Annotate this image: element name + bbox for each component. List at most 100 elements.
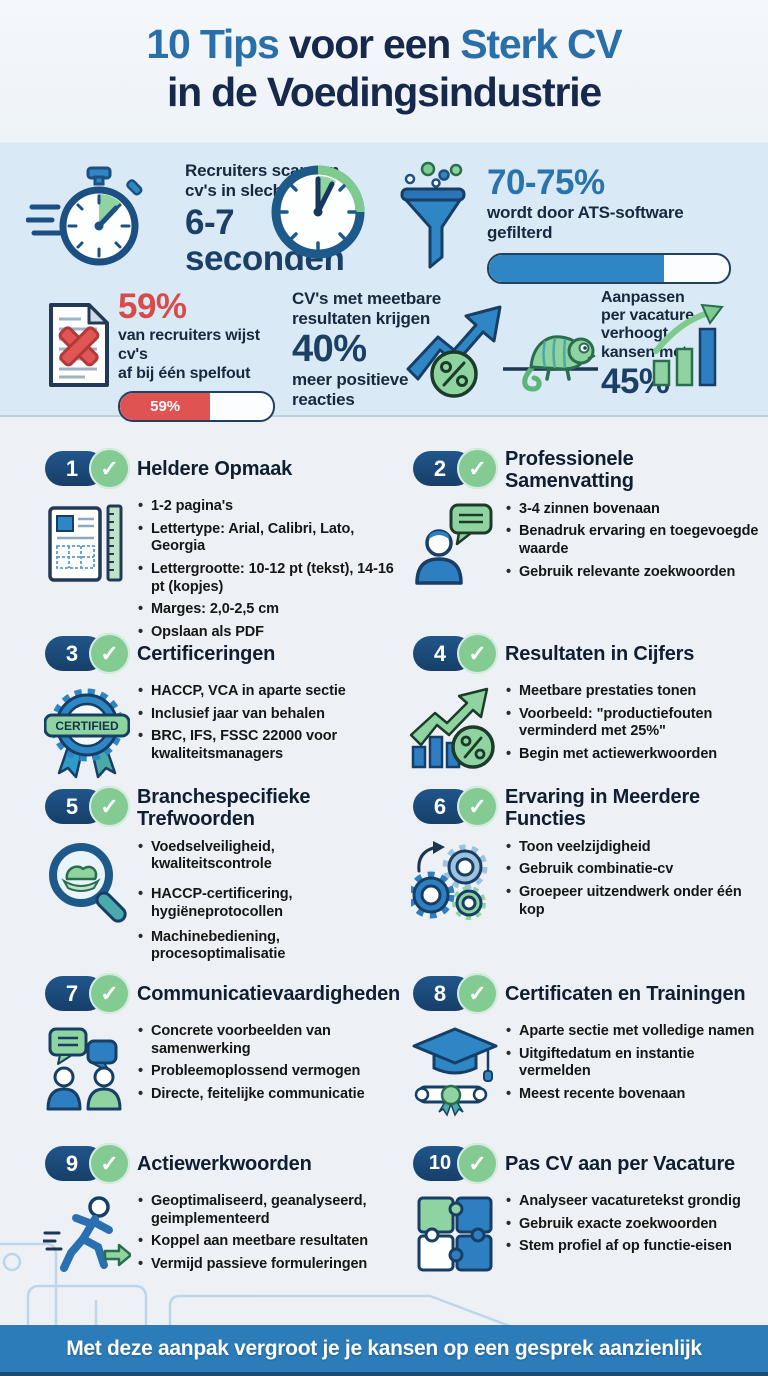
tip-7-title: Communicatievaardigheden [137,982,401,1005]
stat-ats: 70-75% wordt door ATS-software gefilterd [487,163,737,285]
clock-icon [271,165,365,259]
tip-3-title: Certificeringen [137,642,276,665]
tip-8-bullets: Aparte sectie met volledige namen Uitgif… [505,1023,767,1117]
stat-measurable-value: 40% [292,327,367,370]
bullet: 1-2 pagina's [137,498,399,516]
bullet: Gebruik exacte zoekwoorden [505,1216,767,1234]
tip-5-title: Branchespecifieke Trefwoorden [137,786,311,831]
stat-spelling-label: van recruiters wijst cv's af bij één spe… [118,327,260,382]
stat-spelling: 59% van recruiters wijst cv's af bij één… [118,287,288,422]
title-accent-1: 10 Tips [146,21,289,67]
title-plain: voor een [288,21,461,67]
bullet: Opslaan als PDF [137,624,399,642]
certified-badge-icon: CERTIFIED [44,688,130,779]
bullet: Directe, feitelijke communicatie [137,1086,400,1104]
bullet: Lettertype: Arial, Calibri, Lato, Georgi… [137,521,399,556]
people-chat-icon [46,1027,122,1111]
check-icon: ✓ [457,973,498,1014]
stat-ats-label: wordt door ATS-software gefilterd [487,203,684,243]
ats-progress-bar [487,253,731,285]
tip-7: 7 ✓ Communicatievaardigheden Concrete vo… [45,973,401,1111]
bullet: Koppel aan meetbare resultaten [137,1233,399,1251]
magnifier-food-icon [49,842,127,923]
trend-arrow-percent-icon [406,305,502,398]
certified-label: CERTIFIED [55,719,119,733]
tip-2-title: Professionele Samenvatting [505,448,634,493]
stat-ats-value: 70-75% [487,163,605,202]
check-icon: ✓ [457,786,498,827]
stats-band: Recruiters scannen cv's in slechts 6-7 s… [0,142,768,422]
tip-1-title: Heldere Opmaak [137,457,293,480]
tip-10-bullets: Analyseer vacaturetekst grondig Gebruik … [505,1193,767,1275]
check-icon: ✓ [89,633,130,674]
tip-5: 5 ✓ Branchespecifieke Trefwoorden Voedse… [45,786,399,969]
chameleon-icon [503,335,598,392]
person-chat-icon [415,503,493,585]
tip-7-badge: 7 ✓ [45,973,130,1015]
chart-percent-icon [409,687,495,769]
title-accent-2: Sterk CV [460,21,623,67]
page-title: 10 Tips voor een Sterk CV in de Voedings… [0,20,768,117]
tip-1: 1 ✓ Heldere Opmaak 1-2 pagina's Letterty… [45,448,399,647]
tip-2-badge: 2 ✓ [413,448,498,490]
bullet: Toon veelzijdigheid [505,839,767,857]
tip-8-badge: 8 ✓ [413,973,498,1015]
bullet: Meetbare prestaties tonen [505,683,767,701]
bullet: Marges: 2,0-2,5 cm [137,601,399,619]
tip-9: 9 ✓ Actiewerkwoorden Geoptimaliseerd, ge… [43,1143,399,1281]
title-line-2: in de Voedingsindustrie [166,69,602,116]
tip-3-bullets: HACCP, VCA in aparte sectie Inclusief ja… [137,683,399,781]
bullet: Inclusief jaar van behalen [137,706,399,724]
tip-5-badge: 5 ✓ [45,786,130,828]
bullet: Benadruk ervaring en toegevoegde waarde [505,523,767,558]
stat-scan: Recruiters scannen cv's in slechts 6-7 s… [185,161,355,278]
tip-6-badge: 6 ✓ [413,786,498,828]
tip-4: 4 ✓ Resultaten in Cijfers Meetbare prest… [409,633,767,771]
stat-measurable: CV's met meetbare resultaten krijgen 40%… [292,289,477,410]
tip-2-bullets: 3-4 zinnen bovenaan Benadruk ervaring en… [505,501,767,587]
tip-10: 10 ✓ Pas CV aan per Vacature Analyseer v… [413,1143,767,1275]
bullet: Vermijd passieve formuleringen [137,1256,399,1274]
check-icon: ✓ [457,633,498,674]
check-icon: ✓ [89,448,130,489]
bullet: Stem profiel af op functie-eisen [505,1238,767,1256]
check-icon: ✓ [89,1143,130,1184]
stat-measurable-label-top: CV's met meetbare resultaten krijgen [292,289,441,328]
runner-icon [43,1196,131,1272]
bullet: Gebruik combinatie-cv [505,861,767,879]
check-icon: ✓ [457,448,498,489]
check-icon: ✓ [89,786,130,827]
bullet: Voorbeeld: "productiefouten verminderd m… [505,706,767,741]
tip-5-bullets: Voedselveiligheid, kwaliteitscontrole HA… [137,839,399,969]
footer-text: Met deze aanpak vergroot je je kansen op… [66,1336,702,1360]
title-line-1: 10 Tips voor een Sterk CV [0,20,768,68]
tip-4-badge: 4 ✓ [413,633,498,675]
footer-banner: Met deze aanpak vergroot je je kansen op… [0,1325,768,1372]
tip-9-bullets: Geoptimaliseerd, geanalyseerd, geimpleme… [137,1193,399,1281]
tip-3-badge: 3 ✓ [45,633,130,675]
growth-bars-icon [652,303,724,387]
spelling-bar-label: 59% [150,397,181,415]
tip-4-title: Resultaten in Cijfers [505,642,695,665]
puzzle-icon [417,1196,493,1272]
tip-9-badge: 9 ✓ [45,1143,130,1185]
stat-scan-value: 6-7 seconden [185,202,345,279]
stat-tailor-label: Aanpassen per vacature verhoogt kansen m… [601,289,694,361]
stat-spelling-value: 59% [118,287,187,326]
tip-7-bullets: Concrete voorbeelden van samenwerking Pr… [137,1023,400,1111]
bullet: Groepeer uitzendwerk onder één kop [505,884,767,919]
tip-6-title: Ervaring in Meerdere Functies [505,786,700,831]
bullet: Gebruik relevante zoekwoorden [505,564,767,582]
graduation-diploma-icon [412,1027,498,1117]
stopwatch-icon [26,166,143,266]
tip-8-title: Certificaten en Trainingen [505,982,746,1005]
ats-progress-fill [489,255,665,283]
bullet: Lettergrootte: 10-12 pt (tekst), 14-16 p… [137,561,399,596]
tip-10-badge: 10 ✓ [413,1143,498,1185]
document-ruler-icon [48,504,123,582]
bullet: Probleemoplossend vermogen [137,1063,400,1081]
bullet: Concrete voorbeelden van samenwerking [137,1023,400,1058]
check-icon: ✓ [89,973,130,1014]
stat-measurable-label-bottom: meer positieve reacties [292,370,409,410]
